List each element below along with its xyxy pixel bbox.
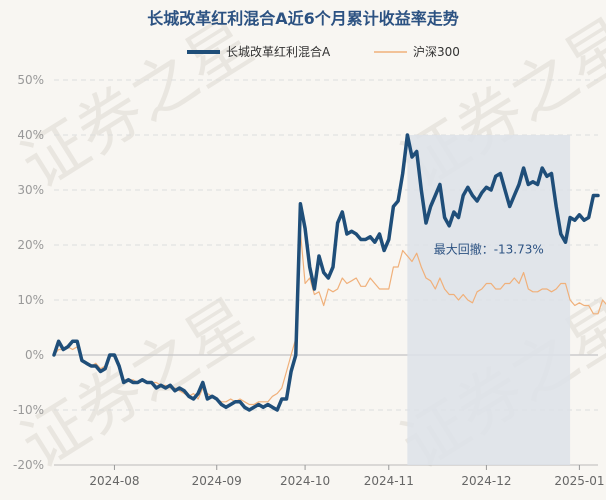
chart-title: 长城改革红利混合A近6个月累计收益率走势 xyxy=(147,9,459,28)
x-tick-label: 2024-09 xyxy=(192,474,242,488)
watermark-text: 证券之星 xyxy=(9,285,265,483)
y-tick-label: 10% xyxy=(17,293,44,307)
legend-label-fund: 长城改革红利混合A xyxy=(226,44,331,59)
x-tick-label: 2025-01 xyxy=(554,474,604,488)
y-tick-label: 50% xyxy=(17,73,44,87)
max-drawdown-label: 最大回撤：-13.73% xyxy=(434,241,544,256)
x-tick-label: 2024-08 xyxy=(89,474,139,488)
watermark-text: 证券之星 xyxy=(9,5,265,203)
y-tick-label: -10% xyxy=(13,403,44,417)
x-tick-label: 2024-12 xyxy=(461,474,511,488)
x-axis-ticks: 2024-08 2024-09 2024-10 2024-11 2024-12 2025-… xyxy=(89,465,604,488)
y-tick-label: 0% xyxy=(25,348,44,362)
series-lines xyxy=(52,133,606,412)
x-tick-label: 2024-10 xyxy=(280,474,330,488)
y-tick-label: 30% xyxy=(17,183,44,197)
y-tick-label: -20% xyxy=(13,458,44,472)
y-axis-ticks: 50% 40% 30% 20% 10% 0% -10% -20% xyxy=(13,73,44,472)
legend-label-index: 沪深300 xyxy=(413,45,460,59)
y-tick-label: 20% xyxy=(17,238,44,252)
legend: 长城改革红利混合A 沪深300 xyxy=(187,44,460,59)
max-drawdown-shade xyxy=(407,135,571,465)
y-tick-label: 40% xyxy=(17,128,44,142)
series-line-fund xyxy=(52,133,600,412)
x-tick-label: 2024-11 xyxy=(364,474,414,488)
